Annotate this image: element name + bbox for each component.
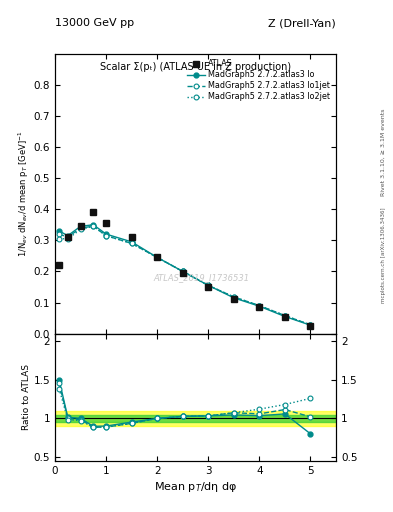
Bar	[55, 415, 336, 422]
MadGraph5 2.7.2.atlas3 lo	[78, 223, 83, 229]
MadGraph5 2.7.2.atlas3 lo	[155, 254, 160, 261]
X-axis label: Mean p$_T$/dη dφ: Mean p$_T$/dη dφ	[154, 480, 237, 494]
MadGraph5 2.7.2.atlas3 lo1jet	[206, 282, 211, 288]
Y-axis label: 1/N$_{ev}$ dN$_{ev}$/d mean p$_T$ [GeV]$^{-1}$: 1/N$_{ev}$ dN$_{ev}$/d mean p$_T$ [GeV]$…	[17, 131, 31, 257]
MadGraph5 2.7.2.atlas3 lo1jet	[65, 234, 70, 240]
ATLAS	[129, 234, 134, 240]
MadGraph5 2.7.2.atlas3 lo	[57, 228, 61, 234]
Line: MadGraph5 2.7.2.atlas3 lo1jet: MadGraph5 2.7.2.atlas3 lo1jet	[57, 224, 313, 327]
MadGraph5 2.7.2.atlas3 lo2jet	[57, 236, 61, 242]
MadGraph5 2.7.2.atlas3 lo1jet	[57, 231, 61, 237]
MadGraph5 2.7.2.atlas3 lo	[180, 268, 185, 274]
MadGraph5 2.7.2.atlas3 lo1jet	[155, 254, 160, 261]
MadGraph5 2.7.2.atlas3 lo1jet	[104, 232, 108, 239]
Text: 13000 GeV pp: 13000 GeV pp	[55, 18, 134, 28]
Bar	[55, 411, 336, 426]
MadGraph5 2.7.2.atlas3 lo	[257, 303, 262, 309]
MadGraph5 2.7.2.atlas3 lo2jet	[257, 303, 262, 309]
Line: ATLAS: ATLAS	[56, 209, 314, 329]
MadGraph5 2.7.2.atlas3 lo1jet	[91, 223, 96, 229]
ATLAS	[283, 314, 287, 321]
Text: Z (Drell-Yan): Z (Drell-Yan)	[268, 18, 336, 28]
MadGraph5 2.7.2.atlas3 lo2jet	[129, 240, 134, 246]
ATLAS	[65, 234, 70, 240]
MadGraph5 2.7.2.atlas3 lo	[283, 313, 287, 319]
MadGraph5 2.7.2.atlas3 lo	[104, 231, 108, 237]
Text: mcplots.cern.ch [arXiv:1306.3436]: mcplots.cern.ch [arXiv:1306.3436]	[381, 207, 386, 303]
MadGraph5 2.7.2.atlas3 lo	[308, 322, 313, 328]
ATLAS	[104, 220, 108, 226]
MadGraph5 2.7.2.atlas3 lo2jet	[308, 322, 313, 328]
ATLAS	[308, 323, 313, 329]
ATLAS	[257, 304, 262, 310]
MadGraph5 2.7.2.atlas3 lo2jet	[78, 226, 83, 232]
Legend: ATLAS, MadGraph5 2.7.2.atlas3 lo, MadGraph5 2.7.2.atlas3 lo1jet, MadGraph5 2.7.2: ATLAS, MadGraph5 2.7.2.atlas3 lo, MadGra…	[186, 58, 332, 103]
MadGraph5 2.7.2.atlas3 lo1jet	[78, 225, 83, 231]
MadGraph5 2.7.2.atlas3 lo2jet	[180, 268, 185, 274]
MadGraph5 2.7.2.atlas3 lo2jet	[104, 232, 108, 239]
MadGraph5 2.7.2.atlas3 lo	[91, 222, 96, 228]
MadGraph5 2.7.2.atlas3 lo2jet	[231, 294, 236, 300]
MadGraph5 2.7.2.atlas3 lo1jet	[180, 268, 185, 274]
Line: MadGraph5 2.7.2.atlas3 lo: MadGraph5 2.7.2.atlas3 lo	[57, 222, 313, 328]
MadGraph5 2.7.2.atlas3 lo2jet	[91, 223, 96, 229]
MadGraph5 2.7.2.atlas3 lo	[231, 295, 236, 301]
ATLAS	[155, 254, 160, 261]
Line: MadGraph5 2.7.2.atlas3 lo2jet: MadGraph5 2.7.2.atlas3 lo2jet	[57, 224, 313, 327]
ATLAS	[231, 296, 236, 303]
Text: Rivet 3.1.10, ≥ 3.1M events: Rivet 3.1.10, ≥ 3.1M events	[381, 109, 386, 197]
ATLAS	[57, 262, 61, 268]
MadGraph5 2.7.2.atlas3 lo1jet	[129, 240, 134, 246]
MadGraph5 2.7.2.atlas3 lo1jet	[231, 294, 236, 300]
Text: Scalar Σ(pₜ) (ATLAS UE in Z production): Scalar Σ(pₜ) (ATLAS UE in Z production)	[100, 62, 291, 72]
MadGraph5 2.7.2.atlas3 lo1jet	[308, 322, 313, 328]
MadGraph5 2.7.2.atlas3 lo	[65, 232, 70, 239]
MadGraph5 2.7.2.atlas3 lo	[129, 239, 134, 245]
MadGraph5 2.7.2.atlas3 lo2jet	[65, 236, 70, 242]
MadGraph5 2.7.2.atlas3 lo2jet	[206, 282, 211, 288]
Y-axis label: Ratio to ATLAS: Ratio to ATLAS	[22, 364, 31, 430]
MadGraph5 2.7.2.atlas3 lo1jet	[257, 303, 262, 309]
MadGraph5 2.7.2.atlas3 lo1jet	[283, 312, 287, 318]
MadGraph5 2.7.2.atlas3 lo	[206, 282, 211, 288]
MadGraph5 2.7.2.atlas3 lo2jet	[155, 254, 160, 261]
ATLAS	[180, 270, 185, 276]
MadGraph5 2.7.2.atlas3 lo2jet	[283, 312, 287, 318]
ATLAS	[91, 209, 96, 216]
ATLAS	[78, 223, 83, 229]
ATLAS	[206, 284, 211, 290]
Text: ATLAS_2019_I1736531: ATLAS_2019_I1736531	[153, 273, 249, 282]
